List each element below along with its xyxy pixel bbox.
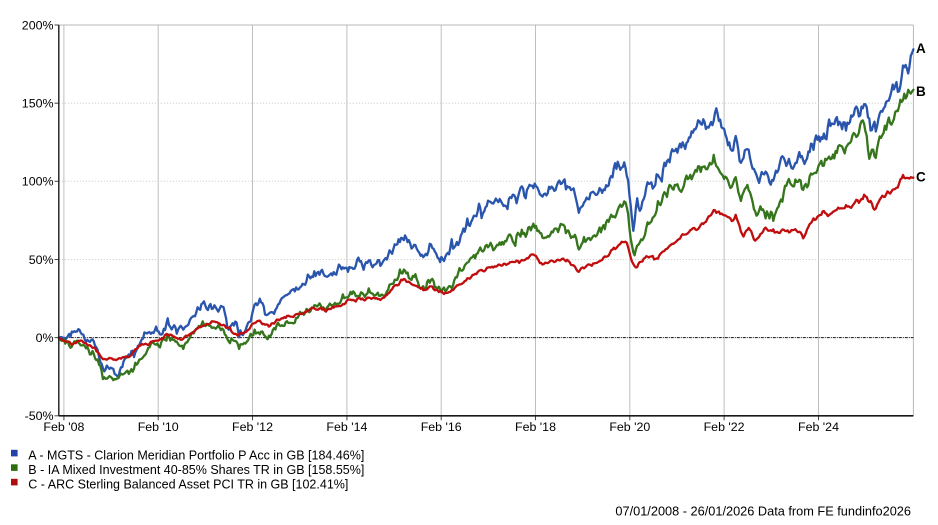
- svg-text:0%: 0%: [36, 331, 54, 345]
- svg-text:C - ARC Sterling Balanced Asse: C - ARC Sterling Balanced Asset PCI TR i…: [28, 477, 348, 491]
- svg-text:Feb '12: Feb '12: [232, 420, 273, 434]
- svg-text:Feb '10: Feb '10: [138, 420, 179, 434]
- svg-text:B - IA Mixed Investment 40-85%: B - IA Mixed Investment 40-85% Shares TR…: [28, 463, 364, 477]
- svg-text:C: C: [916, 170, 926, 185]
- svg-text:150%: 150%: [22, 97, 54, 111]
- svg-text:Feb '16: Feb '16: [421, 420, 462, 434]
- svg-text:Feb '08: Feb '08: [43, 420, 84, 434]
- svg-text:Feb '20: Feb '20: [609, 420, 650, 434]
- svg-text:100%: 100%: [22, 175, 54, 189]
- svg-text:B: B: [916, 84, 926, 99]
- svg-text:07/01/2008 - 26/01/2026 Data f: 07/01/2008 - 26/01/2026 Data from FE fun…: [615, 503, 911, 518]
- svg-text:A - MGTS - Clarion Meridian Po: A - MGTS - Clarion Meridian Portfolio P …: [28, 448, 364, 462]
- svg-text:50%: 50%: [29, 253, 54, 267]
- svg-text:-50%: -50%: [25, 409, 54, 423]
- svg-text:Feb '24: Feb '24: [798, 420, 839, 434]
- svg-text:Feb '18: Feb '18: [515, 420, 556, 434]
- svg-text:Feb '14: Feb '14: [326, 420, 367, 434]
- svg-text:200%: 200%: [22, 18, 54, 32]
- svg-text:A: A: [916, 41, 926, 56]
- svg-text:Feb '22: Feb '22: [704, 420, 745, 434]
